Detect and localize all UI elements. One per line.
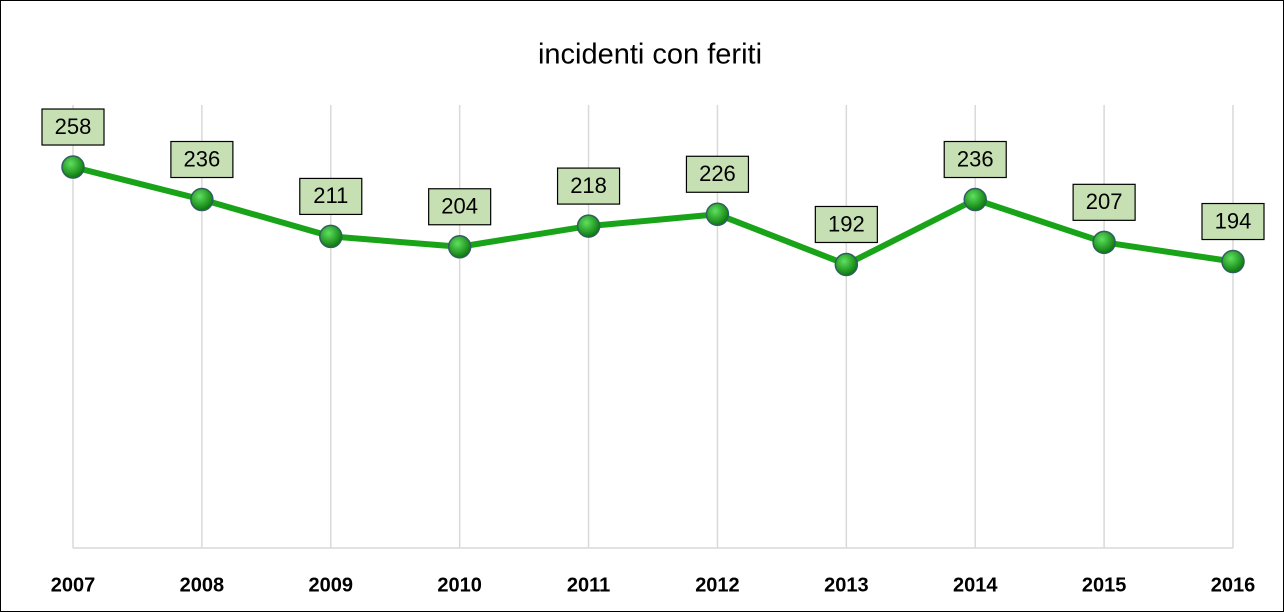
- data-label-box: [556, 167, 621, 205]
- data-label: 226: [699, 161, 736, 186]
- x-tick-label: 2010: [437, 574, 482, 596]
- data-label-box: [814, 205, 878, 244]
- data-label: 258: [55, 114, 92, 139]
- x-tick-label: 2007: [51, 574, 96, 596]
- point: [190, 187, 214, 212]
- point: [61, 155, 85, 179]
- point: [705, 202, 730, 227]
- chart-title: incidenti con feriti: [538, 39, 762, 71]
- data-label-box: [1072, 183, 1136, 221]
- point: [576, 214, 601, 238]
- data-label: 218: [570, 173, 607, 198]
- data-label-box: [428, 188, 492, 226]
- data-label-box: [943, 140, 1007, 179]
- data-label: 194: [1215, 208, 1252, 233]
- data-label-box: [170, 140, 234, 179]
- data-label: 207: [1086, 189, 1123, 214]
- data-label: 236: [957, 146, 994, 171]
- data-label: 236: [184, 146, 221, 171]
- x-tick-label: 2016: [1211, 574, 1256, 596]
- x-tick-label: 2011: [567, 574, 610, 596]
- point: [963, 187, 987, 212]
- x-tick-label: 2014: [953, 574, 998, 596]
- data-label-box: [299, 177, 363, 216]
- point: [1221, 249, 1245, 274]
- data-label-box: [41, 108, 105, 146]
- data-label: 192: [828, 211, 865, 236]
- data-label: 204: [441, 194, 478, 219]
- x-tick-label: 2012: [695, 574, 740, 596]
- x-tick-label: 2008: [180, 574, 225, 596]
- data-label: 211: [313, 183, 348, 208]
- x-tick-label: 2015: [1082, 574, 1127, 596]
- data-label-box: [685, 155, 750, 193]
- point: [447, 235, 472, 259]
- point: [834, 252, 859, 277]
- point: [319, 224, 343, 249]
- line: [72, 164, 1234, 268]
- x-tick-label: 2009: [309, 574, 354, 596]
- x-tick-label: 2013: [824, 574, 869, 596]
- point: [1092, 230, 1116, 255]
- data-label-box: [1201, 202, 1265, 241]
